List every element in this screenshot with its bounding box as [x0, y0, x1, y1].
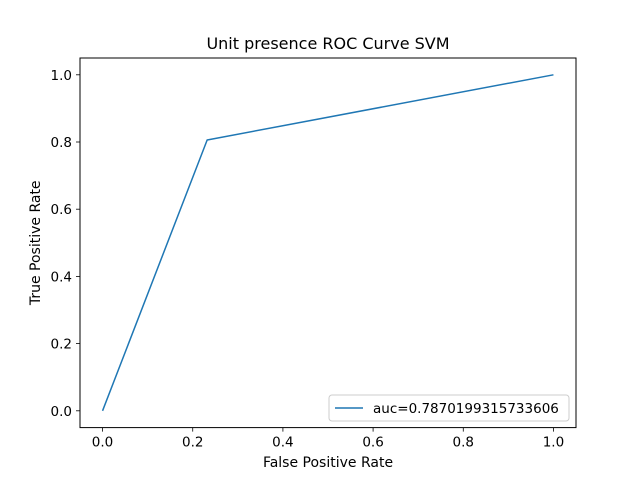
y-axis-label: True Positive Rate: [28, 180, 44, 306]
chart-title: Unit presence ROC Curve SVM: [206, 34, 449, 53]
y-tick-label: 0.4: [51, 269, 72, 285]
y-tick-label: 0.6: [51, 202, 72, 218]
x-tick-label: 1.0: [543, 435, 564, 451]
y-tick-label: 0.0: [51, 404, 72, 420]
axes-frame: [79, 57, 577, 429]
y-tick-label: 0.2: [51, 337, 72, 353]
plot-area: [101, 74, 554, 412]
legend: auc=0.7870199315733606: [328, 394, 570, 422]
x-tick-label: 0.6: [362, 435, 383, 451]
x-tick-label: 0.4: [272, 435, 293, 451]
legend-label: auc=0.7870199315733606: [373, 401, 559, 417]
axis-ticks: 0.0 0.2 0.4 0.6 0.8 1.0 0.0 0.2 0.4 0.6 0.8 1.0: [51, 68, 565, 451]
y-tick-label: 0.8: [51, 135, 72, 151]
x-axis-label: False Positive Rate: [263, 455, 393, 471]
roc-curve-line: [101, 74, 554, 412]
x-tick-label: 0.8: [453, 435, 474, 451]
x-tick-label: 0.0: [92, 435, 113, 451]
x-tick-label: 0.2: [182, 435, 203, 451]
legend-box: [328, 394, 570, 422]
y-tick-label: 1.0: [51, 68, 72, 84]
